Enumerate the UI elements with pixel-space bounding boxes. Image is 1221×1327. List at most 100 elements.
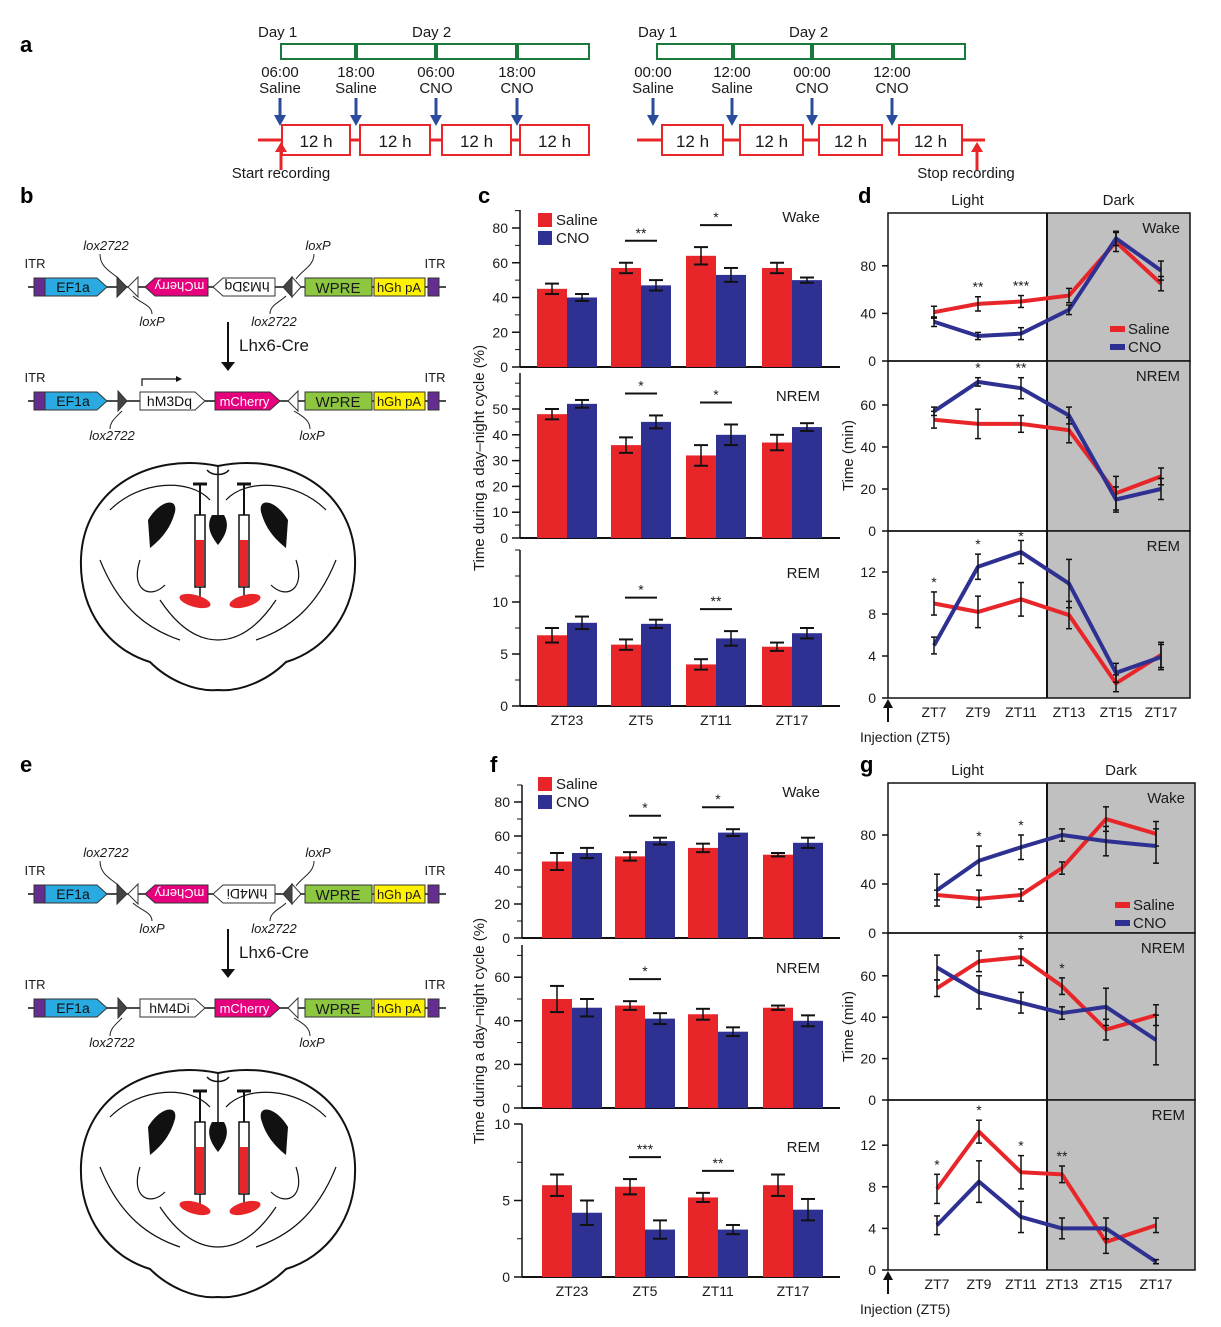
recording-arrow-icon xyxy=(971,142,983,152)
label-leader xyxy=(109,1017,123,1037)
receptor-gene-label: hM4Di xyxy=(149,1000,189,1016)
loxp-site xyxy=(127,275,139,299)
hgh-pa-element xyxy=(373,391,426,411)
receptor-inverted-label: hM4Di xyxy=(227,886,267,902)
bar-cno-ZT17 xyxy=(793,842,823,938)
y-tick-label: 80 xyxy=(860,827,876,843)
significance-marker: * xyxy=(975,360,981,376)
state-label: NREM xyxy=(776,960,820,977)
brain-structure-outline xyxy=(99,484,337,641)
label-leader xyxy=(293,1017,311,1037)
recording-block xyxy=(281,124,351,156)
lox2722-site xyxy=(117,389,128,413)
x-tick-label: ZT23 xyxy=(551,712,584,728)
y-tick-label: 60 xyxy=(494,969,510,985)
bar-saline-ZT11 xyxy=(688,847,718,938)
lateral-ventricle xyxy=(148,1109,176,1155)
ef1a-promoter-label: EF1a xyxy=(56,279,90,295)
x-tick-label: ZT9 xyxy=(967,1276,992,1292)
bar-saline-ZT5 xyxy=(611,445,641,538)
y-tick-label: 10 xyxy=(492,504,508,520)
panel-letter-d: d xyxy=(858,183,871,208)
loxp-label: loxP xyxy=(299,428,325,443)
significance-marker: ** xyxy=(636,225,647,241)
x-tick-label: ZT9 xyxy=(966,704,991,720)
transcription-start-arrow xyxy=(141,378,176,386)
block-duration: 12 h xyxy=(914,132,947,151)
bar-saline-ZT11 xyxy=(686,255,716,367)
significance-marker: * xyxy=(931,574,937,590)
y-tick-label: 20 xyxy=(492,478,508,494)
lox2722-label: lox2722 xyxy=(83,238,129,253)
x-tick-label: ZT5 xyxy=(629,712,654,728)
itr-block xyxy=(427,391,440,411)
y-tick-label: 40 xyxy=(494,1013,510,1029)
light-phase-label: Light xyxy=(951,762,984,779)
wpre-label: WPRE xyxy=(316,280,361,297)
significance-marker: * xyxy=(715,791,721,807)
ef1a-promoter xyxy=(44,884,108,904)
x-tick-label: ZT15 xyxy=(1090,1276,1123,1292)
lateral-ventricle xyxy=(260,502,288,548)
day-label: Day 1 xyxy=(638,24,677,41)
bar-saline-ZT23 xyxy=(537,288,567,367)
itr-label: ITR xyxy=(425,256,446,271)
injection-time: 06:00 xyxy=(261,64,299,81)
mcherry-gene-label: mCherry xyxy=(220,1001,270,1016)
recording-block xyxy=(661,124,724,156)
x-tick-label: ZT13 xyxy=(1046,1276,1079,1292)
loxp-label: loxP xyxy=(305,238,331,253)
bar-cno-ZT23 xyxy=(572,1007,602,1108)
timeline-tick xyxy=(731,44,735,59)
injection-time: 12:00 xyxy=(873,64,911,81)
significance-marker: ** xyxy=(1057,1148,1068,1164)
y-tick-label: 10 xyxy=(492,594,508,610)
line-saline xyxy=(936,817,1157,901)
lox2722-site xyxy=(116,882,128,906)
lox2722-label: lox2722 xyxy=(89,428,135,443)
line-cno xyxy=(935,833,1157,892)
x-tick-label: ZT23 xyxy=(556,1283,589,1299)
x-tick-label: ZT13 xyxy=(1053,704,1086,720)
subplot-frame xyxy=(887,1099,1196,1271)
itr-block xyxy=(33,998,46,1018)
mcherry-inverted-label: mCherry xyxy=(154,886,204,901)
y-tick-label: 60 xyxy=(494,828,510,844)
y-tick-label: 30 xyxy=(492,453,508,469)
x-tick-label: ZT7 xyxy=(922,704,947,720)
dark-phase-label: Dark xyxy=(1105,762,1137,779)
itr-block xyxy=(33,884,46,904)
legend-swatch-cno xyxy=(1110,344,1125,350)
significance-marker: * xyxy=(713,386,719,402)
wpre-label: WPRE xyxy=(316,887,361,904)
recording-label: Start recording xyxy=(232,165,330,182)
bar-saline-ZT5 xyxy=(615,1005,645,1108)
syringe-fill-left xyxy=(196,1147,204,1193)
label-leader xyxy=(109,410,123,430)
y-tick-label: 40 xyxy=(492,290,508,306)
significance-marker: * xyxy=(713,209,719,225)
light-phase-label: Light xyxy=(951,192,984,209)
itr-label: ITR xyxy=(25,863,46,878)
injection-arrow-icon xyxy=(430,115,442,126)
day-label: Day 2 xyxy=(412,24,451,41)
significance-marker: ** xyxy=(713,1155,724,1171)
injection-arrow-icon xyxy=(886,115,898,126)
hgh-pa-label: hGh pA xyxy=(377,887,421,902)
y-tick-label: 40 xyxy=(492,427,508,443)
loxp-site xyxy=(291,882,302,906)
significance-marker: * xyxy=(975,536,981,552)
syringe-fill-right xyxy=(240,540,248,586)
lox2722-site xyxy=(282,275,293,299)
injection-annotation: Injection (ZT5) xyxy=(860,729,950,745)
ef1a-promoter xyxy=(44,998,108,1018)
hgh-pa-label: hGh pA xyxy=(377,394,421,409)
syringe-fill-left xyxy=(196,540,204,586)
legend-swatch-cno xyxy=(538,795,552,809)
recording-block xyxy=(441,124,512,156)
receptor-gene xyxy=(139,391,206,411)
y-tick-label: 0 xyxy=(502,1269,510,1285)
bar-saline-ZT17 xyxy=(762,442,792,538)
bar-cno-ZT17 xyxy=(792,280,822,367)
significance-marker: *** xyxy=(637,1141,654,1157)
